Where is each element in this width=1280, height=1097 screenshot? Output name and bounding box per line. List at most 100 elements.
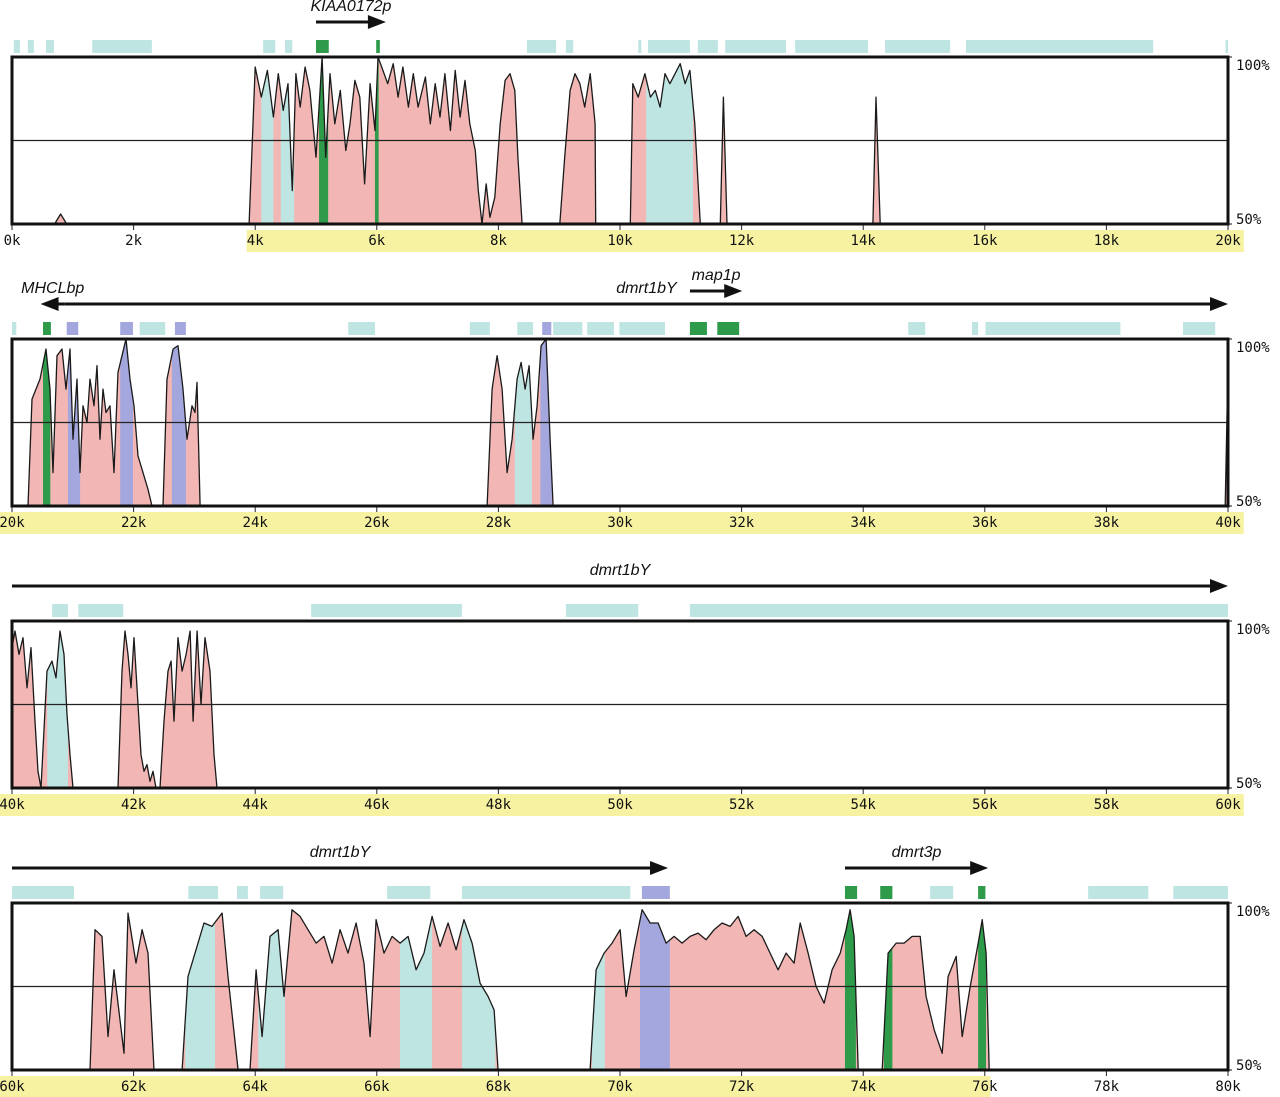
feature-block <box>1225 40 1228 53</box>
axis-highlight <box>0 1076 991 1097</box>
feature-block <box>908 322 926 335</box>
axis-highlight <box>246 230 1244 252</box>
feature-block <box>469 322 490 335</box>
feature-block <box>13 40 20 53</box>
feature-block <box>638 40 642 53</box>
x-tick-label: 8k <box>490 233 507 249</box>
x-tick-label: 78k <box>1094 1079 1120 1095</box>
feature-block <box>587 322 614 335</box>
feature-block <box>43 322 51 335</box>
gene-label: dmrt1bY <box>310 844 372 861</box>
gene-arrowhead <box>650 861 669 875</box>
feature-block <box>1088 886 1149 899</box>
gene-arrowhead <box>367 15 386 29</box>
region-fill <box>47 631 68 788</box>
x-tick-label: 12k <box>729 233 755 249</box>
feature-block <box>885 40 951 53</box>
x-tick-label: 80k <box>1215 1079 1241 1095</box>
feature-block <box>725 40 786 53</box>
x-tick-label: 40k <box>1215 515 1241 531</box>
plot-frame <box>10 337 1230 508</box>
y-tick-label: 50% <box>1236 212 1262 228</box>
x-tick-label: 74k <box>851 1079 877 1095</box>
conservation-curve <box>12 56 1228 225</box>
x-tick-label: 34k <box>851 515 877 531</box>
x-tick-label: 48k <box>486 797 512 813</box>
feature-block <box>565 604 639 617</box>
gene-label: MHCLbp <box>21 280 84 297</box>
x-tick-label: 42k <box>121 797 147 813</box>
feature-block <box>689 604 1228 617</box>
x-tick-label: 6k <box>368 233 385 249</box>
feature-block <box>717 322 740 335</box>
feature-block <box>930 886 954 899</box>
conservation-area <box>12 909 1228 1070</box>
x-tick-label: 18k <box>1094 233 1120 249</box>
axis-highlight <box>0 794 1244 816</box>
x-tick-label: 56k <box>972 797 998 813</box>
feature-block <box>972 322 979 335</box>
x-tick-label: 28k <box>486 515 512 531</box>
axis-highlight <box>0 512 1244 534</box>
feature-block <box>348 322 375 335</box>
x-tick-label: 62k <box>121 1079 147 1095</box>
x-tick-label: 20k <box>0 515 25 531</box>
x-tick-label: 26k <box>364 515 390 531</box>
y-tick-label: 50% <box>1236 494 1262 510</box>
region-fill <box>883 909 893 1070</box>
feature-block <box>526 40 557 53</box>
x-tick-label: 66k <box>364 1079 390 1095</box>
feature-block <box>174 322 186 335</box>
gene-arrowhead <box>1210 297 1228 311</box>
gene-label: KIAA0172p <box>310 0 391 15</box>
panel: 60k 62k 64k 66k 68k 70k 72k 74k 76k 78k 80k dmrt1bY… <box>0 844 1270 1097</box>
panel: 20k 22k 24k 26k 28k 30k 32k 34k 36k 38k 40k MHCLbp d… <box>0 267 1270 534</box>
feature-block <box>12 322 17 335</box>
feature-block <box>260 886 284 899</box>
x-tick-label: 40k <box>0 797 25 813</box>
feature-block <box>844 886 858 899</box>
panel: 40k 42k 44k 46k 48k 50k 52k 54k 56k 58k 60k dmrt1bY… <box>0 562 1270 816</box>
feature-block <box>641 886 670 899</box>
gene-label: dmrt3p <box>892 844 942 861</box>
feature-block <box>78 604 124 617</box>
x-tick-label: 58k <box>1094 797 1120 813</box>
plot-frame <box>10 55 1230 226</box>
panel: 0k 2k 4k 6k 8k 10k 12k 14k 16k 18k 20k KIAA0172p 50%… <box>4 0 1270 252</box>
feature-block <box>311 604 462 617</box>
feature-block <box>120 322 133 335</box>
feature-block <box>1173 886 1228 899</box>
plot-frame <box>10 901 1230 1072</box>
feature-block <box>46 40 54 53</box>
feature-block <box>316 40 329 53</box>
x-tick-label: 46k <box>364 797 390 813</box>
gene-label: map1p <box>692 267 741 284</box>
x-tick-label: 22k <box>121 515 147 531</box>
feature-block <box>12 886 75 899</box>
feature-block <box>52 604 68 617</box>
x-tick-label: 32k <box>729 515 755 531</box>
conservation-area <box>12 57 1228 224</box>
feature-block <box>517 322 534 335</box>
x-tick-label: 4k <box>247 233 264 249</box>
feature-block <box>542 322 552 335</box>
gene-arrowhead <box>724 284 743 298</box>
gene-arrowhead <box>1210 579 1228 593</box>
x-tick-label: 64k <box>243 1079 269 1095</box>
x-tick-label: 44k <box>243 797 269 813</box>
gene-label: dmrt1bY <box>616 280 678 297</box>
feature-block <box>689 322 707 335</box>
x-tick-label: 68k <box>486 1079 512 1095</box>
region-fill <box>844 909 856 1070</box>
y-tick-label: 100% <box>1236 58 1270 74</box>
feature-block <box>985 322 1121 335</box>
gene-arrowhead <box>40 297 59 311</box>
feature-block <box>647 40 690 53</box>
conservation-area <box>12 631 1228 788</box>
feature-block <box>263 40 276 53</box>
feature-block <box>697 40 718 53</box>
gene-label: dmrt1bY <box>590 562 652 579</box>
conservation-area <box>12 339 1228 506</box>
feature-block <box>965 40 1154 53</box>
